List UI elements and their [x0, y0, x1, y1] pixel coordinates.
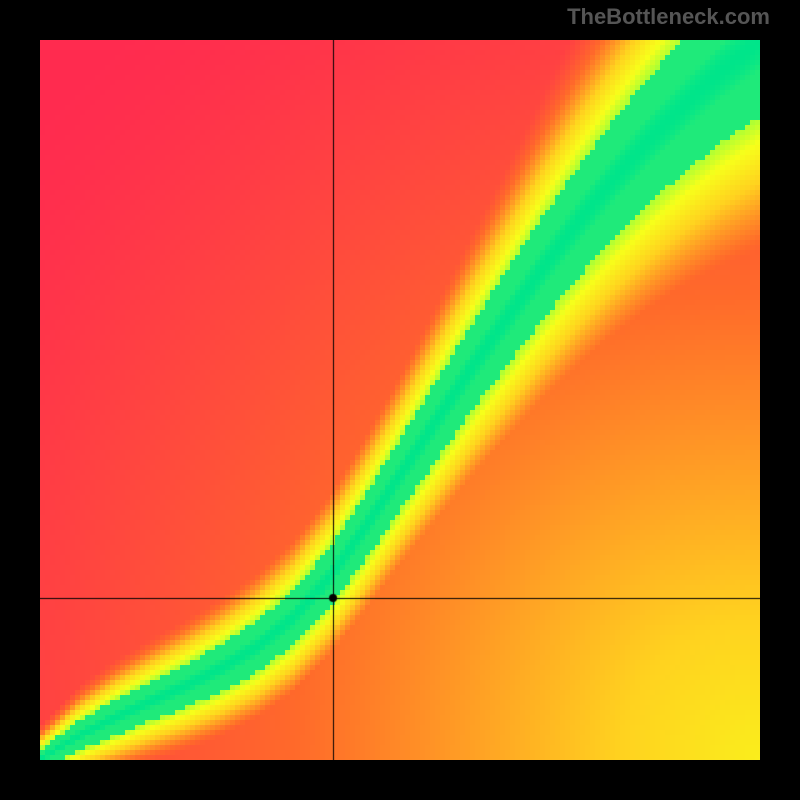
watermark-text: TheBottleneck.com	[567, 4, 770, 30]
bottleneck-heatmap	[40, 40, 760, 760]
chart-container: TheBottleneck.com	[0, 0, 800, 800]
